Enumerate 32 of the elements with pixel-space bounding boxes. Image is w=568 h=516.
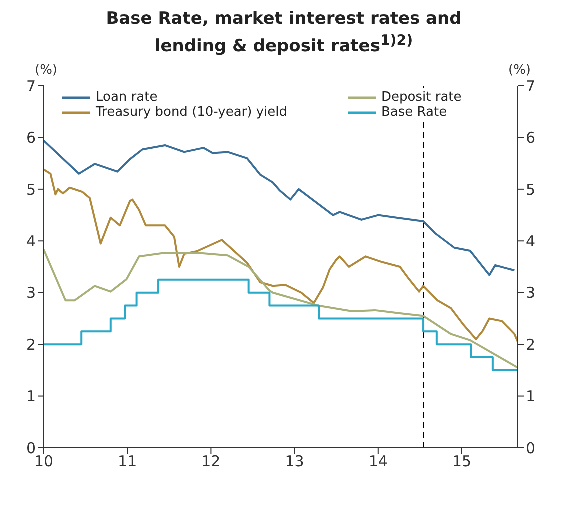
y-tick-label: 4 (26, 232, 36, 250)
legend-label: Loan rate (96, 90, 158, 105)
y-tick-label: 3 (26, 284, 36, 302)
y-tick-label: 7 (26, 77, 36, 96)
y2-tick-label: 7 (526, 77, 536, 96)
y2-tick-label: 6 (526, 129, 536, 148)
x-tick-label: 11 (118, 452, 138, 471)
y2-tick-label: 3 (526, 284, 536, 302)
x-tick-label: 13 (285, 452, 304, 471)
x-tick-label: 12 (202, 452, 221, 471)
line-series (44, 140, 516, 276)
legend-label: Deposit rate (382, 90, 462, 105)
y2-tick-label: 2 (526, 336, 536, 354)
y-axis-title: (%) (35, 63, 58, 78)
y-tick-label: 6 (26, 129, 36, 148)
y-tick-label: 2 (26, 336, 36, 354)
y2-axis-title: (%) (508, 63, 531, 78)
x-tick-label: 10 (34, 452, 54, 471)
y2-tick-label: 0 (526, 439, 536, 458)
x-tick-label: 14 (368, 452, 388, 471)
y2-tick-label: 4 (526, 232, 536, 250)
x-tick-label: 15 (452, 452, 472, 471)
line-series (44, 248, 518, 369)
legend-label: Base Rate (382, 105, 448, 120)
y-tick-label: 5 (26, 180, 36, 199)
y-tick-label: 0 (26, 439, 36, 458)
legend-label: Treasury bond (10-year) yield (96, 105, 288, 120)
y2-tick-label: 1 (526, 388, 536, 406)
y2-tick-label: 5 (526, 180, 536, 199)
line-series (44, 168, 518, 343)
y-tick-label: 1 (26, 388, 36, 406)
chart-title: Base Rate, market interest rates and lending & deposit rates$^{1)2)}$ (105, 8, 463, 57)
